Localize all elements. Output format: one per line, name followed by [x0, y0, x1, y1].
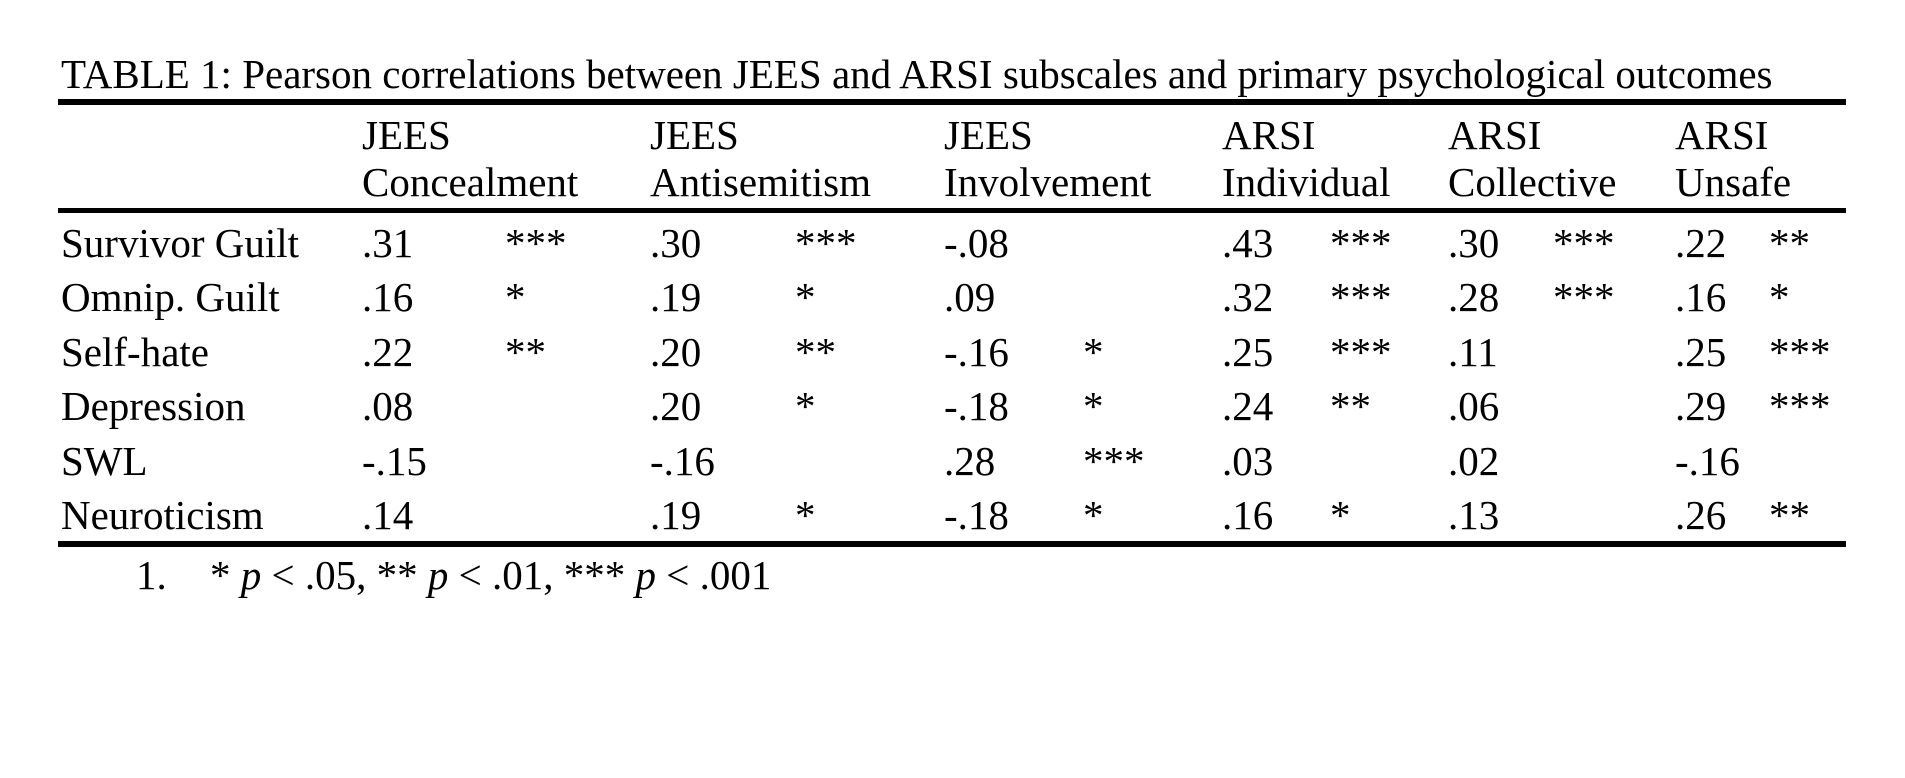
correlation-value: .30	[1448, 220, 1500, 266]
significance-stars: *	[1083, 383, 1104, 429]
significance-stars: **	[1769, 220, 1810, 266]
column-header-line1: ARSI	[1222, 112, 1316, 158]
correlation-value: .19	[650, 492, 702, 538]
column-header-line2: Involvement	[944, 159, 1152, 205]
correlation-value: .25	[1675, 329, 1727, 375]
significance-stars: *	[1769, 274, 1790, 320]
column-header-line2: Collective	[1448, 159, 1617, 205]
correlation-value: .20	[650, 329, 702, 375]
correlation-value: .16	[1222, 492, 1274, 538]
footnote-part: < .05, **	[261, 552, 428, 598]
correlation-value: .22	[1675, 220, 1727, 266]
correlation-value: .20	[650, 383, 702, 429]
significance-stars: ***	[1330, 274, 1392, 320]
row-label: Omnip. Guilt	[61, 274, 280, 320]
significance-stars: ***	[795, 220, 857, 266]
column-header-line2: Antisemitism	[650, 159, 871, 205]
correlation-value: .29	[1675, 383, 1727, 429]
significance-stars: **	[505, 329, 546, 375]
significance-stars: *	[1083, 492, 1104, 538]
correlation-value: -.16	[650, 438, 715, 484]
column-header-line1: ARSI	[1448, 112, 1542, 158]
significance-stars: *	[1083, 329, 1104, 375]
significance-stars: **	[1769, 492, 1810, 538]
footnote-part: < .01, ***	[448, 552, 636, 598]
correlation-value: .32	[1222, 274, 1274, 320]
significance-stars: *	[1330, 492, 1351, 538]
correlation-value: .30	[650, 220, 702, 266]
row-label: Depression	[61, 383, 246, 429]
correlation-value: -.18	[944, 383, 1009, 429]
significance-stars: ***	[1553, 220, 1615, 266]
correlation-value: .31	[362, 220, 414, 266]
footnote-p-symbol: p	[240, 552, 262, 598]
correlation-value: .19	[650, 274, 702, 320]
significance-stars: *	[795, 383, 816, 429]
row-label: Survivor Guilt	[61, 220, 300, 266]
column-header-line1: JEES	[650, 112, 739, 158]
significance-stars: *	[795, 274, 816, 320]
correlation-value: -.16	[1675, 438, 1740, 484]
correlation-value: .24	[1222, 383, 1274, 429]
significance-stars: ***	[1553, 274, 1615, 320]
footnote-part: < .001	[656, 552, 772, 598]
correlation-value: .03	[1222, 438, 1274, 484]
significance-stars: ***	[1083, 438, 1145, 484]
significance-stars: **	[1330, 383, 1371, 429]
correlation-value: .11	[1448, 329, 1498, 375]
correlation-value: .26	[1675, 492, 1727, 538]
correlation-value: -.18	[944, 492, 1009, 538]
correlation-value: .06	[1448, 383, 1500, 429]
column-header-line1: JEES	[944, 112, 1033, 158]
correlation-value: -.08	[944, 220, 1009, 266]
row-label: SWL	[61, 438, 148, 484]
correlation-value: .22	[362, 329, 414, 375]
row-label: Neuroticism	[61, 492, 264, 538]
correlation-value: .25	[1222, 329, 1274, 375]
correlation-value: -.16	[944, 329, 1009, 375]
correlation-value: .16	[1675, 274, 1727, 320]
correlation-value: .28	[1448, 274, 1500, 320]
significance-stars: *	[795, 492, 816, 538]
significance-stars: **	[795, 329, 836, 375]
significance-stars: ***	[505, 220, 567, 266]
correlation-value: .28	[944, 438, 996, 484]
top-rule	[58, 99, 1846, 105]
column-header-line2: Individual	[1222, 159, 1391, 205]
correlation-value: .08	[362, 383, 414, 429]
footnote-p-symbol: p	[635, 552, 657, 598]
footnote-p-symbol: p	[427, 552, 449, 598]
footnote-number: 1.	[136, 552, 167, 598]
correlation-value: -.15	[362, 438, 427, 484]
significance-footnote: 1. * p < .05, ** p < .01, *** p < .001	[136, 551, 771, 599]
column-header-line1: ARSI	[1675, 112, 1769, 158]
column-header-line1: JEES	[362, 112, 451, 158]
correlation-value: .02	[1448, 438, 1500, 484]
footnote-part: *	[210, 552, 241, 598]
table-caption: TABLE 1: Pearson correlations between JE…	[61, 51, 1773, 97]
column-header-line2: Unsafe	[1675, 159, 1792, 205]
column-header-line2: Concealment	[362, 159, 579, 205]
header-rule	[58, 208, 1846, 213]
correlation-value: .13	[1448, 492, 1500, 538]
correlation-value: .16	[362, 274, 414, 320]
correlation-value: .09	[944, 274, 996, 320]
bottom-rule	[58, 541, 1846, 547]
correlation-value: .43	[1222, 220, 1274, 266]
significance-stars: ***	[1769, 383, 1831, 429]
significance-stars: ***	[1330, 329, 1392, 375]
correlation-value: .14	[362, 492, 414, 538]
significance-stars: ***	[1330, 220, 1392, 266]
row-label: Self-hate	[61, 329, 209, 375]
significance-stars: *	[505, 274, 526, 320]
significance-stars: ***	[1769, 329, 1831, 375]
